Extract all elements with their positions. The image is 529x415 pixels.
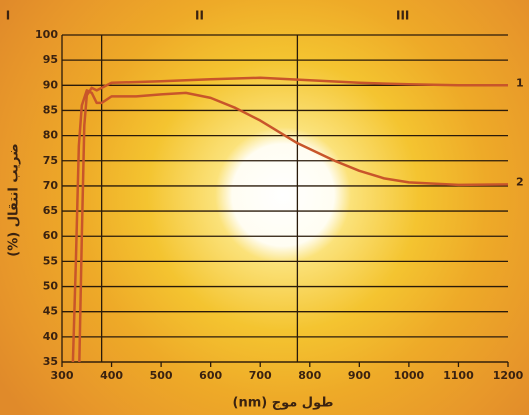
region-label: II [195,9,204,23]
x-axis-label: طول موج (nm) [232,396,333,411]
x-tick-label: 1200 [493,369,524,382]
y-tick-label: 45 [43,305,58,318]
series-label: 1 [516,76,524,89]
x-tick-label: 900 [348,369,371,382]
y-tick-label: 80 [43,129,59,142]
x-tick-label: 1000 [394,369,425,382]
y-tick-label: 85 [43,103,58,116]
y-tick-label: 60 [43,229,59,242]
y-tick-label: 40 [43,330,59,343]
y-tick-label: 75 [43,154,58,167]
y-tick-label: 90 [43,78,59,91]
x-tick-label: 300 [51,369,74,382]
y-tick-label: 65 [43,204,58,217]
x-tick-label: 700 [249,369,272,382]
x-tick-label: 500 [150,369,173,382]
region-label: I [6,9,10,23]
y-tick-label: 95 [43,53,58,66]
line-series [71,89,509,363]
region-label: III [396,9,409,23]
x-tick-label: 1100 [443,369,474,382]
series-label: 2 [516,175,524,188]
y-tick-label: 50 [43,280,59,293]
y-axis-label: ضریب انتقال (%) [7,143,22,256]
y-tick-label: 100 [35,28,58,41]
x-tick-label: 600 [199,369,222,382]
x-tick-label: 400 [100,369,123,382]
y-tick-label: 70 [43,179,59,192]
y-tick-label: 55 [43,254,58,267]
y-tick-label: 35 [43,355,58,368]
x-tick-label: 800 [298,369,321,382]
line-series [78,76,508,363]
